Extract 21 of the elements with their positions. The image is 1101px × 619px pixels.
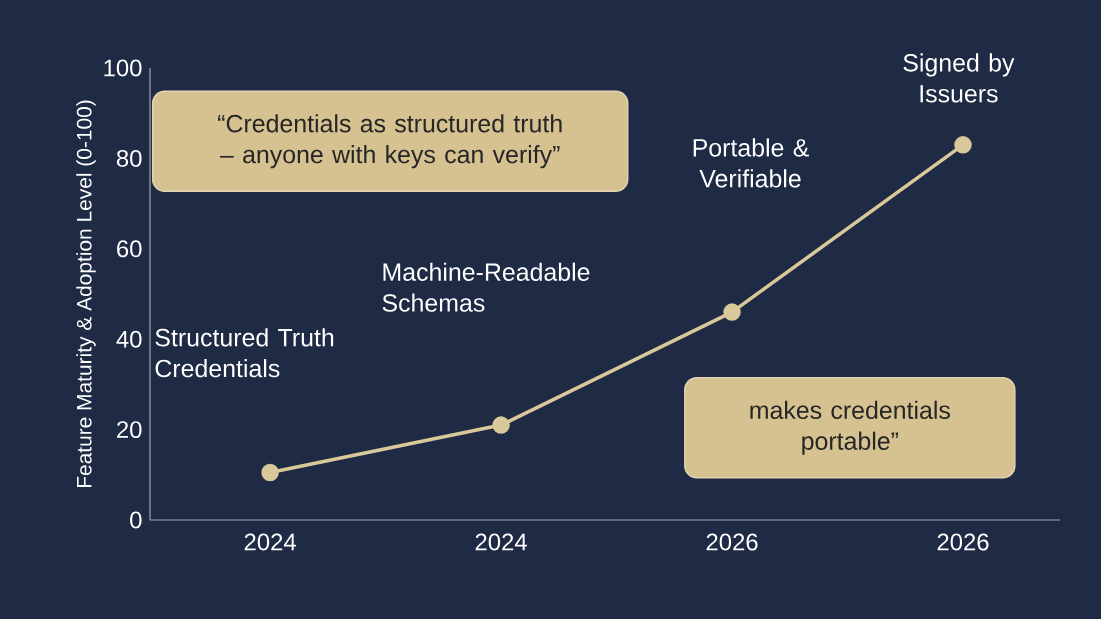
annotation: Structured Truth Credentials <box>155 328 334 378</box>
y-tick-label: 60 <box>117 240 142 258</box>
annotation: Portable & Verifiable <box>693 138 809 188</box>
x-tick-label: 2024 <box>244 533 296 551</box>
x-tick-label: 2024 <box>475 533 527 551</box>
point <box>723 303 741 321</box>
point <box>492 416 510 434</box>
annotation: “Credentials as structured truth – anyone with keys can verify” <box>218 114 562 169</box>
annotation: Machine-Readable Schemas <box>382 262 590 312</box>
point <box>261 463 279 482</box>
point <box>954 136 972 154</box>
y-tick-label: 40 <box>116 330 142 348</box>
annotation: Signed by Issuers <box>903 53 1015 103</box>
y-tick-label: 20 <box>117 421 142 439</box>
y-tick-label: 80 <box>116 149 142 167</box>
y-tick-label: 100 <box>104 59 142 77</box>
y-tick-label: 0 <box>130 511 142 529</box>
x-tick-label: 2026 <box>706 533 758 551</box>
annotation: makes credentials portable” <box>750 400 950 455</box>
y-axis-title: Feature Maturity & Adoption Level (0-100) <box>76 100 96 488</box>
x-tick-label: 2026 <box>937 533 989 551</box>
